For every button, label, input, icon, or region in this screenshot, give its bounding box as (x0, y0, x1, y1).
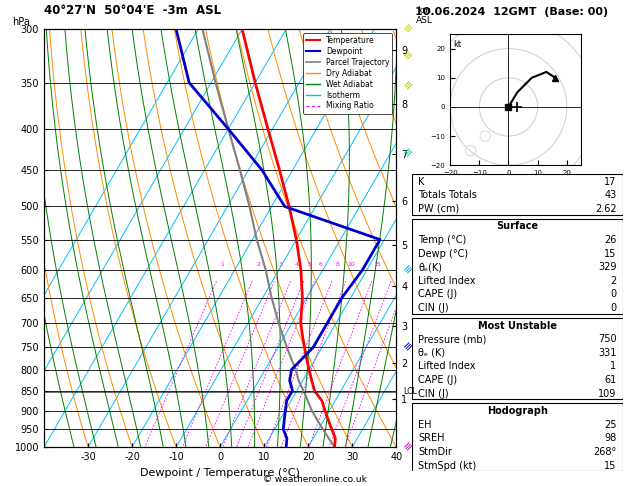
Text: 10: 10 (348, 262, 355, 267)
Text: CAPE (J): CAPE (J) (418, 289, 457, 299)
Text: 2: 2 (256, 262, 260, 267)
Text: 0: 0 (610, 289, 616, 299)
Text: 750: 750 (598, 334, 616, 344)
Text: Lifted Index: Lifted Index (418, 276, 476, 286)
Text: 10.06.2024  12GMT  (Base: 00): 10.06.2024 12GMT (Base: 00) (415, 7, 608, 17)
Text: CIN (J): CIN (J) (418, 388, 449, 399)
Text: 1: 1 (221, 262, 225, 267)
Text: EH: EH (418, 420, 432, 430)
Text: SREH: SREH (418, 434, 445, 443)
Text: K: K (418, 176, 425, 187)
Text: 43: 43 (604, 190, 616, 200)
Text: 15: 15 (604, 461, 616, 470)
Text: 6: 6 (318, 262, 322, 267)
Text: 0: 0 (610, 303, 616, 313)
Text: km
ASL: km ASL (416, 5, 433, 25)
Text: 25: 25 (604, 420, 616, 430)
Text: 15: 15 (374, 262, 381, 267)
Text: CIN (J): CIN (J) (418, 303, 449, 313)
Text: 109: 109 (598, 388, 616, 399)
Text: θₑ(K): θₑ(K) (418, 262, 442, 272)
Text: kt: kt (453, 40, 461, 49)
Text: hPa: hPa (13, 17, 30, 27)
Text: © weatheronline.co.uk: © weatheronline.co.uk (262, 474, 367, 484)
Text: 98: 98 (604, 434, 616, 443)
Text: $\equiv$: $\equiv$ (399, 145, 415, 161)
Text: $\equiv$: $\equiv$ (399, 78, 415, 93)
Text: 15: 15 (604, 249, 616, 259)
Text: 5: 5 (308, 262, 311, 267)
Bar (412, 403, 623, 471)
Bar (412, 318, 623, 399)
Text: Surface: Surface (496, 222, 538, 231)
Text: 61: 61 (604, 375, 616, 385)
Text: Most Unstable: Most Unstable (478, 321, 557, 330)
Text: 2: 2 (610, 276, 616, 286)
Text: $\equiv$: $\equiv$ (399, 48, 415, 64)
Text: 268°: 268° (593, 447, 616, 457)
Text: $\equiv$: $\equiv$ (399, 21, 415, 37)
Legend: Temperature, Dewpoint, Parcel Trajectory, Dry Adiabat, Wet Adiabat, Isotherm, Mi: Temperature, Dewpoint, Parcel Trajectory… (303, 33, 392, 114)
Text: PW (cm): PW (cm) (418, 204, 460, 214)
Text: 2.62: 2.62 (595, 204, 616, 214)
Text: CAPE (J): CAPE (J) (418, 375, 457, 385)
Text: Totals Totals: Totals Totals (418, 190, 477, 200)
Text: 40°27'N  50°04'E  -3m  ASL: 40°27'N 50°04'E -3m ASL (44, 4, 221, 17)
Text: LCL: LCL (403, 387, 417, 396)
Bar (412, 219, 623, 314)
Text: Lifted Index: Lifted Index (418, 362, 476, 371)
Text: $\equiv$: $\equiv$ (399, 439, 415, 455)
Text: Dewp (°C): Dewp (°C) (418, 249, 469, 259)
Text: 3: 3 (278, 262, 282, 267)
Text: $\equiv$: $\equiv$ (399, 262, 415, 278)
Text: 329: 329 (598, 262, 616, 272)
Text: 26: 26 (604, 235, 616, 245)
Text: StmDir: StmDir (418, 447, 452, 457)
Text: 8: 8 (336, 262, 340, 267)
Text: 4: 4 (294, 262, 299, 267)
Text: $\equiv$: $\equiv$ (399, 339, 415, 355)
Text: 1: 1 (610, 362, 616, 371)
Text: Hodograph: Hodograph (487, 406, 548, 416)
Text: Pressure (mb): Pressure (mb) (418, 334, 487, 344)
Bar (412, 174, 623, 215)
Text: 17: 17 (604, 176, 616, 187)
Text: StmSpd (kt): StmSpd (kt) (418, 461, 477, 470)
Text: Temp (°C): Temp (°C) (418, 235, 467, 245)
Text: θₑ (K): θₑ (K) (418, 348, 445, 358)
X-axis label: Dewpoint / Temperature (°C): Dewpoint / Temperature (°C) (140, 468, 300, 478)
Text: 331: 331 (598, 348, 616, 358)
